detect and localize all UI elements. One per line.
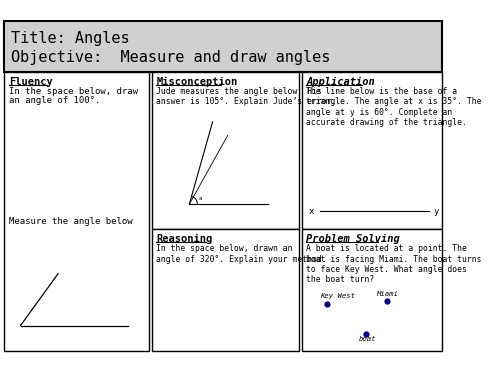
Text: Objective:  Measure and draw angles: Objective: Measure and draw angles: [10, 50, 330, 65]
Text: Fluency: Fluency: [9, 77, 52, 87]
Text: Reasoning: Reasoning: [156, 234, 212, 244]
Text: an angle of 100°.: an angle of 100°.: [9, 96, 101, 105]
FancyBboxPatch shape: [302, 72, 442, 229]
Text: Problem Solving: Problem Solving: [306, 234, 400, 244]
FancyBboxPatch shape: [152, 229, 299, 351]
FancyBboxPatch shape: [4, 21, 442, 72]
Text: x: x: [309, 207, 314, 216]
FancyBboxPatch shape: [152, 72, 299, 229]
Text: Miami: Miami: [376, 291, 398, 297]
Text: The line below is the base of a
triangle. The angle at x is 35°. The
angle at y : The line below is the base of a triangle…: [306, 87, 482, 127]
Text: Jude measures the angle below. His
answer is 105°. Explain Jude’s error.: Jude measures the angle below. His answe…: [156, 87, 336, 106]
Text: Application: Application: [306, 77, 375, 87]
Text: a: a: [198, 196, 202, 201]
Text: In the space below, drawn an
angle of 320°. Explain your method.: In the space below, drawn an angle of 32…: [156, 244, 327, 264]
Text: Title: Angles: Title: Angles: [10, 31, 130, 46]
Text: boat: boat: [359, 336, 376, 342]
Text: Key West: Key West: [320, 293, 355, 300]
Text: A boat is located at a point. The
boat is facing Miami. The boat turns
to face K: A boat is located at a point. The boat i…: [306, 244, 482, 284]
Text: Misconception: Misconception: [156, 77, 238, 87]
Text: In the space below, draw: In the space below, draw: [9, 87, 138, 96]
Text: Measure the angle below: Measure the angle below: [9, 216, 132, 225]
FancyBboxPatch shape: [302, 229, 442, 351]
FancyBboxPatch shape: [4, 72, 149, 351]
Text: y: y: [433, 207, 438, 216]
